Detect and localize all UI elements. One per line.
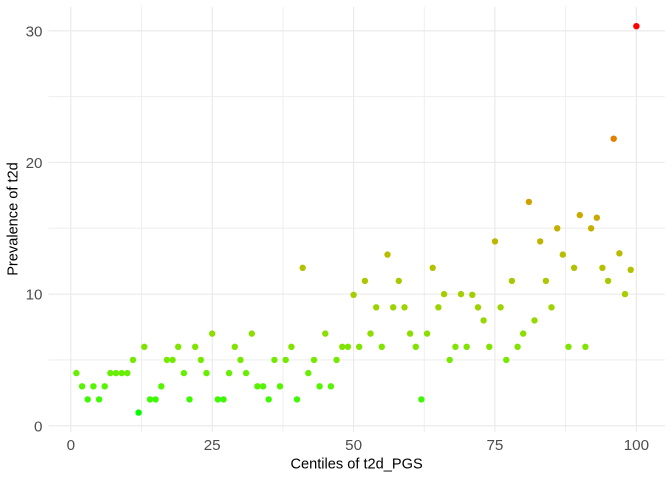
svg-text:Prevalence of t2d: Prevalence of t2d xyxy=(6,162,22,276)
svg-text:Centiles of t2d_PGS: Centiles of t2d_PGS xyxy=(290,456,422,472)
svg-text:20: 20 xyxy=(26,155,43,172)
svg-text:10: 10 xyxy=(26,287,43,304)
svg-text:0: 0 xyxy=(34,418,42,435)
svg-text:30: 30 xyxy=(26,23,43,40)
svg-text:75: 75 xyxy=(486,437,503,454)
svg-text:25: 25 xyxy=(204,437,221,454)
svg-text:100: 100 xyxy=(624,437,649,454)
svg-text:0: 0 xyxy=(67,437,75,454)
svg-text:50: 50 xyxy=(345,437,362,454)
